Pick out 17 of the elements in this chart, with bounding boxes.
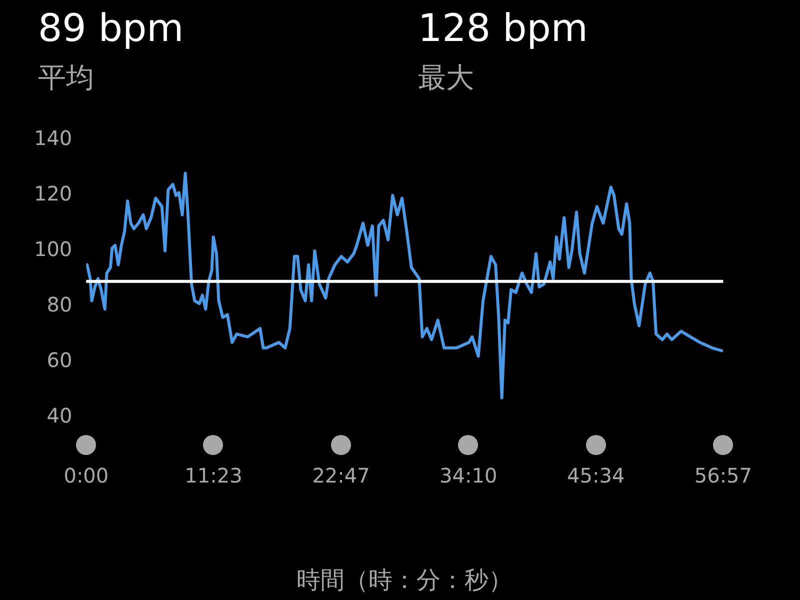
y-tick-label: 120 bbox=[34, 182, 72, 206]
x-tick-label: 56:57 bbox=[694, 463, 752, 488]
x-tick-label: 0:00 bbox=[64, 463, 109, 488]
x-tick-label: 34:10 bbox=[440, 463, 498, 488]
y-tick-label: 100 bbox=[34, 237, 72, 262]
x-axis-title: 時間（時：分：秒） bbox=[296, 566, 513, 594]
y-tick-label: 80 bbox=[46, 292, 72, 317]
text: 89 bpm bbox=[38, 5, 185, 52]
y-tick-label: 140 bbox=[34, 126, 72, 150]
text: 最大 bbox=[418, 60, 475, 96]
x-tick-label: 45:34 bbox=[567, 463, 625, 488]
x-tick-label: 22:47 bbox=[312, 463, 370, 488]
text: 128 bpm bbox=[418, 5, 589, 52]
x-tick-label: 11:23 bbox=[184, 463, 242, 488]
text: 平均 bbox=[38, 60, 95, 96]
y-tick-label: 60 bbox=[46, 348, 72, 372]
y-tick-label: 40 bbox=[46, 403, 72, 428]
